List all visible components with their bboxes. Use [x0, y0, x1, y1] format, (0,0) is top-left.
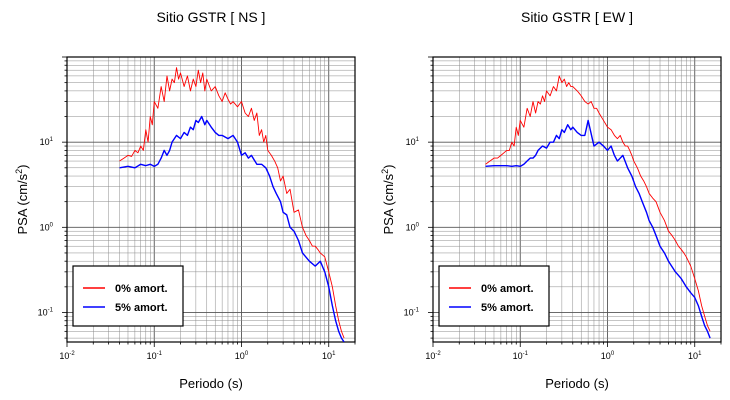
legend-label: 0% amort. — [481, 283, 534, 295]
x-tick-exponent: 1 — [332, 351, 336, 357]
x-tick-base: 10 — [425, 351, 435, 361]
x-tick-label: 10-1 — [513, 351, 529, 361]
chart-title: Sitio GSTR [ EW ] — [521, 9, 633, 25]
x-tick-base: 10 — [235, 351, 245, 361]
legend: 0% amort. 5% amort. — [438, 265, 550, 327]
y-axis-label-exponent: 2 — [380, 169, 390, 174]
x-tick-base: 10 — [688, 351, 698, 361]
y-tick-base: 10 — [38, 307, 48, 317]
x-tick-exponent: 0 — [611, 351, 615, 357]
y-tick-exponent: 1 — [416, 137, 420, 143]
series-line-damping-5 — [485, 119, 711, 339]
y-axis-label-main: PSA (cm/s — [15, 173, 30, 234]
y-tick-base: 10 — [406, 222, 416, 232]
legend: 0% amort. 5% amort. — [72, 265, 184, 327]
x-tick-label: 10-2 — [59, 351, 75, 361]
x-tick-label: 10-1 — [147, 351, 163, 361]
series-line-damping-5 — [119, 115, 345, 342]
y-tick-exponent: -1 — [414, 307, 420, 313]
x-axis-label: Periodo (s) — [179, 376, 243, 391]
y-tick-base: 10 — [406, 137, 416, 147]
y-tick-exponent: 0 — [50, 222, 54, 228]
x-tick-base: 10 — [147, 351, 157, 361]
chart-title: Sitio GSTR [ NS ] — [157, 9, 266, 25]
legend-box — [438, 265, 550, 327]
plot-frame — [66, 56, 356, 343]
y-axis-label: PSA (cm/s2) — [380, 164, 396, 234]
y-tick-label: 101 — [406, 137, 420, 147]
series-line-damping-0 — [119, 67, 345, 339]
legend-label: 5% amort. — [481, 302, 534, 314]
x-tick-exponent: 1 — [698, 351, 702, 357]
chart-ew: Sitio GSTR [ EW ]10-2 10-1 100 10110-110010… — [380, 9, 722, 391]
y-axis-label: PSA (cm/s2) — [14, 164, 30, 234]
legend-label: 5% amort. — [115, 302, 168, 314]
x-tick-exponent: -1 — [523, 351, 529, 357]
y-tick-exponent: 0 — [416, 222, 420, 228]
x-axis-label: Periodo (s) — [545, 376, 609, 391]
x-tick-base: 10 — [513, 351, 523, 361]
x-tick-exponent: -1 — [157, 351, 163, 357]
x-tick-base: 10 — [322, 351, 332, 361]
legend-box — [72, 265, 184, 327]
y-axis-label-close: ) — [381, 164, 396, 168]
y-tick-base: 10 — [404, 307, 414, 317]
x-tick-exponent: -2 — [69, 351, 75, 357]
y-tick-base: 10 — [40, 222, 50, 232]
x-tick-base: 10 — [601, 351, 611, 361]
y-axis-label-close: ) — [15, 164, 30, 168]
x-tick-label: 101 — [322, 351, 336, 361]
y-tick-label: 101 — [40, 137, 54, 147]
y-tick-exponent: 1 — [50, 137, 54, 143]
y-tick-label: 10-1 — [38, 307, 54, 317]
y-tick-label: 100 — [40, 222, 54, 232]
x-tick-label: 10-2 — [425, 351, 441, 361]
plot-frame — [432, 56, 722, 343]
legend-label: 0% amort. — [115, 283, 168, 295]
chart-ns: Sitio GSTR [ NS ]10-2 10-1 100 10110-110010… — [14, 9, 356, 391]
y-tick-label: 100 — [406, 222, 420, 232]
x-tick-label: 100 — [601, 351, 615, 361]
x-tick-base: 10 — [59, 351, 69, 361]
y-axis-label-main: PSA (cm/s — [381, 173, 396, 234]
y-tick-label: 10-1 — [404, 307, 420, 317]
series-line-damping-0 — [485, 75, 711, 332]
grid — [66, 56, 356, 342]
x-tick-label: 100 — [235, 351, 249, 361]
x-tick-label: 101 — [688, 351, 702, 361]
y-tick-exponent: -1 — [48, 307, 54, 313]
y-tick-base: 10 — [40, 137, 50, 147]
x-tick-exponent: -2 — [435, 351, 441, 357]
y-axis-label-exponent: 2 — [14, 169, 24, 174]
x-tick-exponent: 0 — [245, 351, 249, 357]
